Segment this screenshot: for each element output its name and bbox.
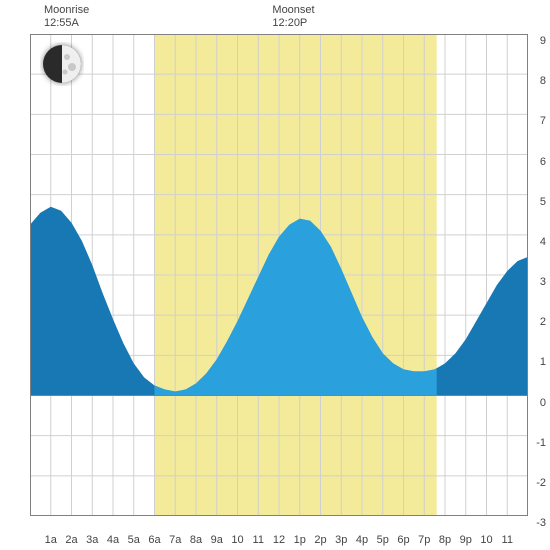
x-tick-label: 4a [107,534,119,546]
y-tick-label: 1 [540,356,546,368]
moonset-label: Moonset [272,4,314,17]
y-tick-label: 4 [540,236,546,248]
x-tick-label: 7a [169,534,181,546]
y-tick-label: 7 [540,115,546,127]
moonset-block: Moonset 12:20P [272,4,314,30]
x-tick-label: 1p [294,534,306,546]
x-tick-label: 11 [502,534,513,546]
x-tick-label: 12 [273,534,285,546]
y-tick-label: 9 [540,35,546,47]
x-tick-label: 2a [65,534,77,546]
x-tick-label: 2p [314,534,326,546]
chart-header: Moonrise 12:55A Moonset 12:20P [44,4,530,32]
x-tick-label: 7p [418,534,430,546]
x-tick-label: 6a [148,534,160,546]
y-axis: -3-2-10123456789 [526,34,546,520]
x-tick-label: 9p [460,534,472,546]
x-tick-label: 4p [356,534,368,546]
x-tick-label: 8a [190,534,202,546]
moonrise-time: 12:55A [44,17,89,30]
x-tick-label: 10 [231,534,243,546]
chart-svg [30,34,528,516]
y-tick-label: 6 [540,156,546,168]
y-tick-label: 3 [540,276,546,288]
moonrise-label: Moonrise [44,4,89,17]
plot-area [30,34,528,516]
x-tick-label: 11 [253,534,264,546]
x-tick-label: 3p [335,534,347,546]
moonset-time: 12:20P [272,17,314,30]
x-tick-label: 6p [397,534,409,546]
y-tick-label: 0 [540,397,546,409]
x-axis: 1a 2a 3a 4a 5a 6a 7a 8a 9a 10 11 12 1p 2p 3p 4p 5p 6p 7p 8p… [30,528,546,546]
x-tick-label: 5p [377,534,389,546]
y-tick-label: 5 [540,196,546,208]
x-tick-label: 3a [86,534,98,546]
moonrise-block: Moonrise 12:55A [44,4,89,30]
x-tick-label: 1a [45,534,57,546]
y-tick-label: 8 [540,75,546,87]
tide-chart-container: Moonrise 12:55A Moonset 12:20P 1a 2a 3a 4a 5… [0,0,550,550]
x-tick-label: 9a [211,534,223,546]
y-tick-label: -2 [536,477,546,489]
y-tick-label: -3 [536,517,546,529]
y-tick-label: -1 [536,437,546,449]
x-tick-label: 5a [128,534,140,546]
y-tick-label: 2 [540,316,546,328]
x-tick-label: 10 [480,534,492,546]
x-tick-label: 8p [439,534,451,546]
